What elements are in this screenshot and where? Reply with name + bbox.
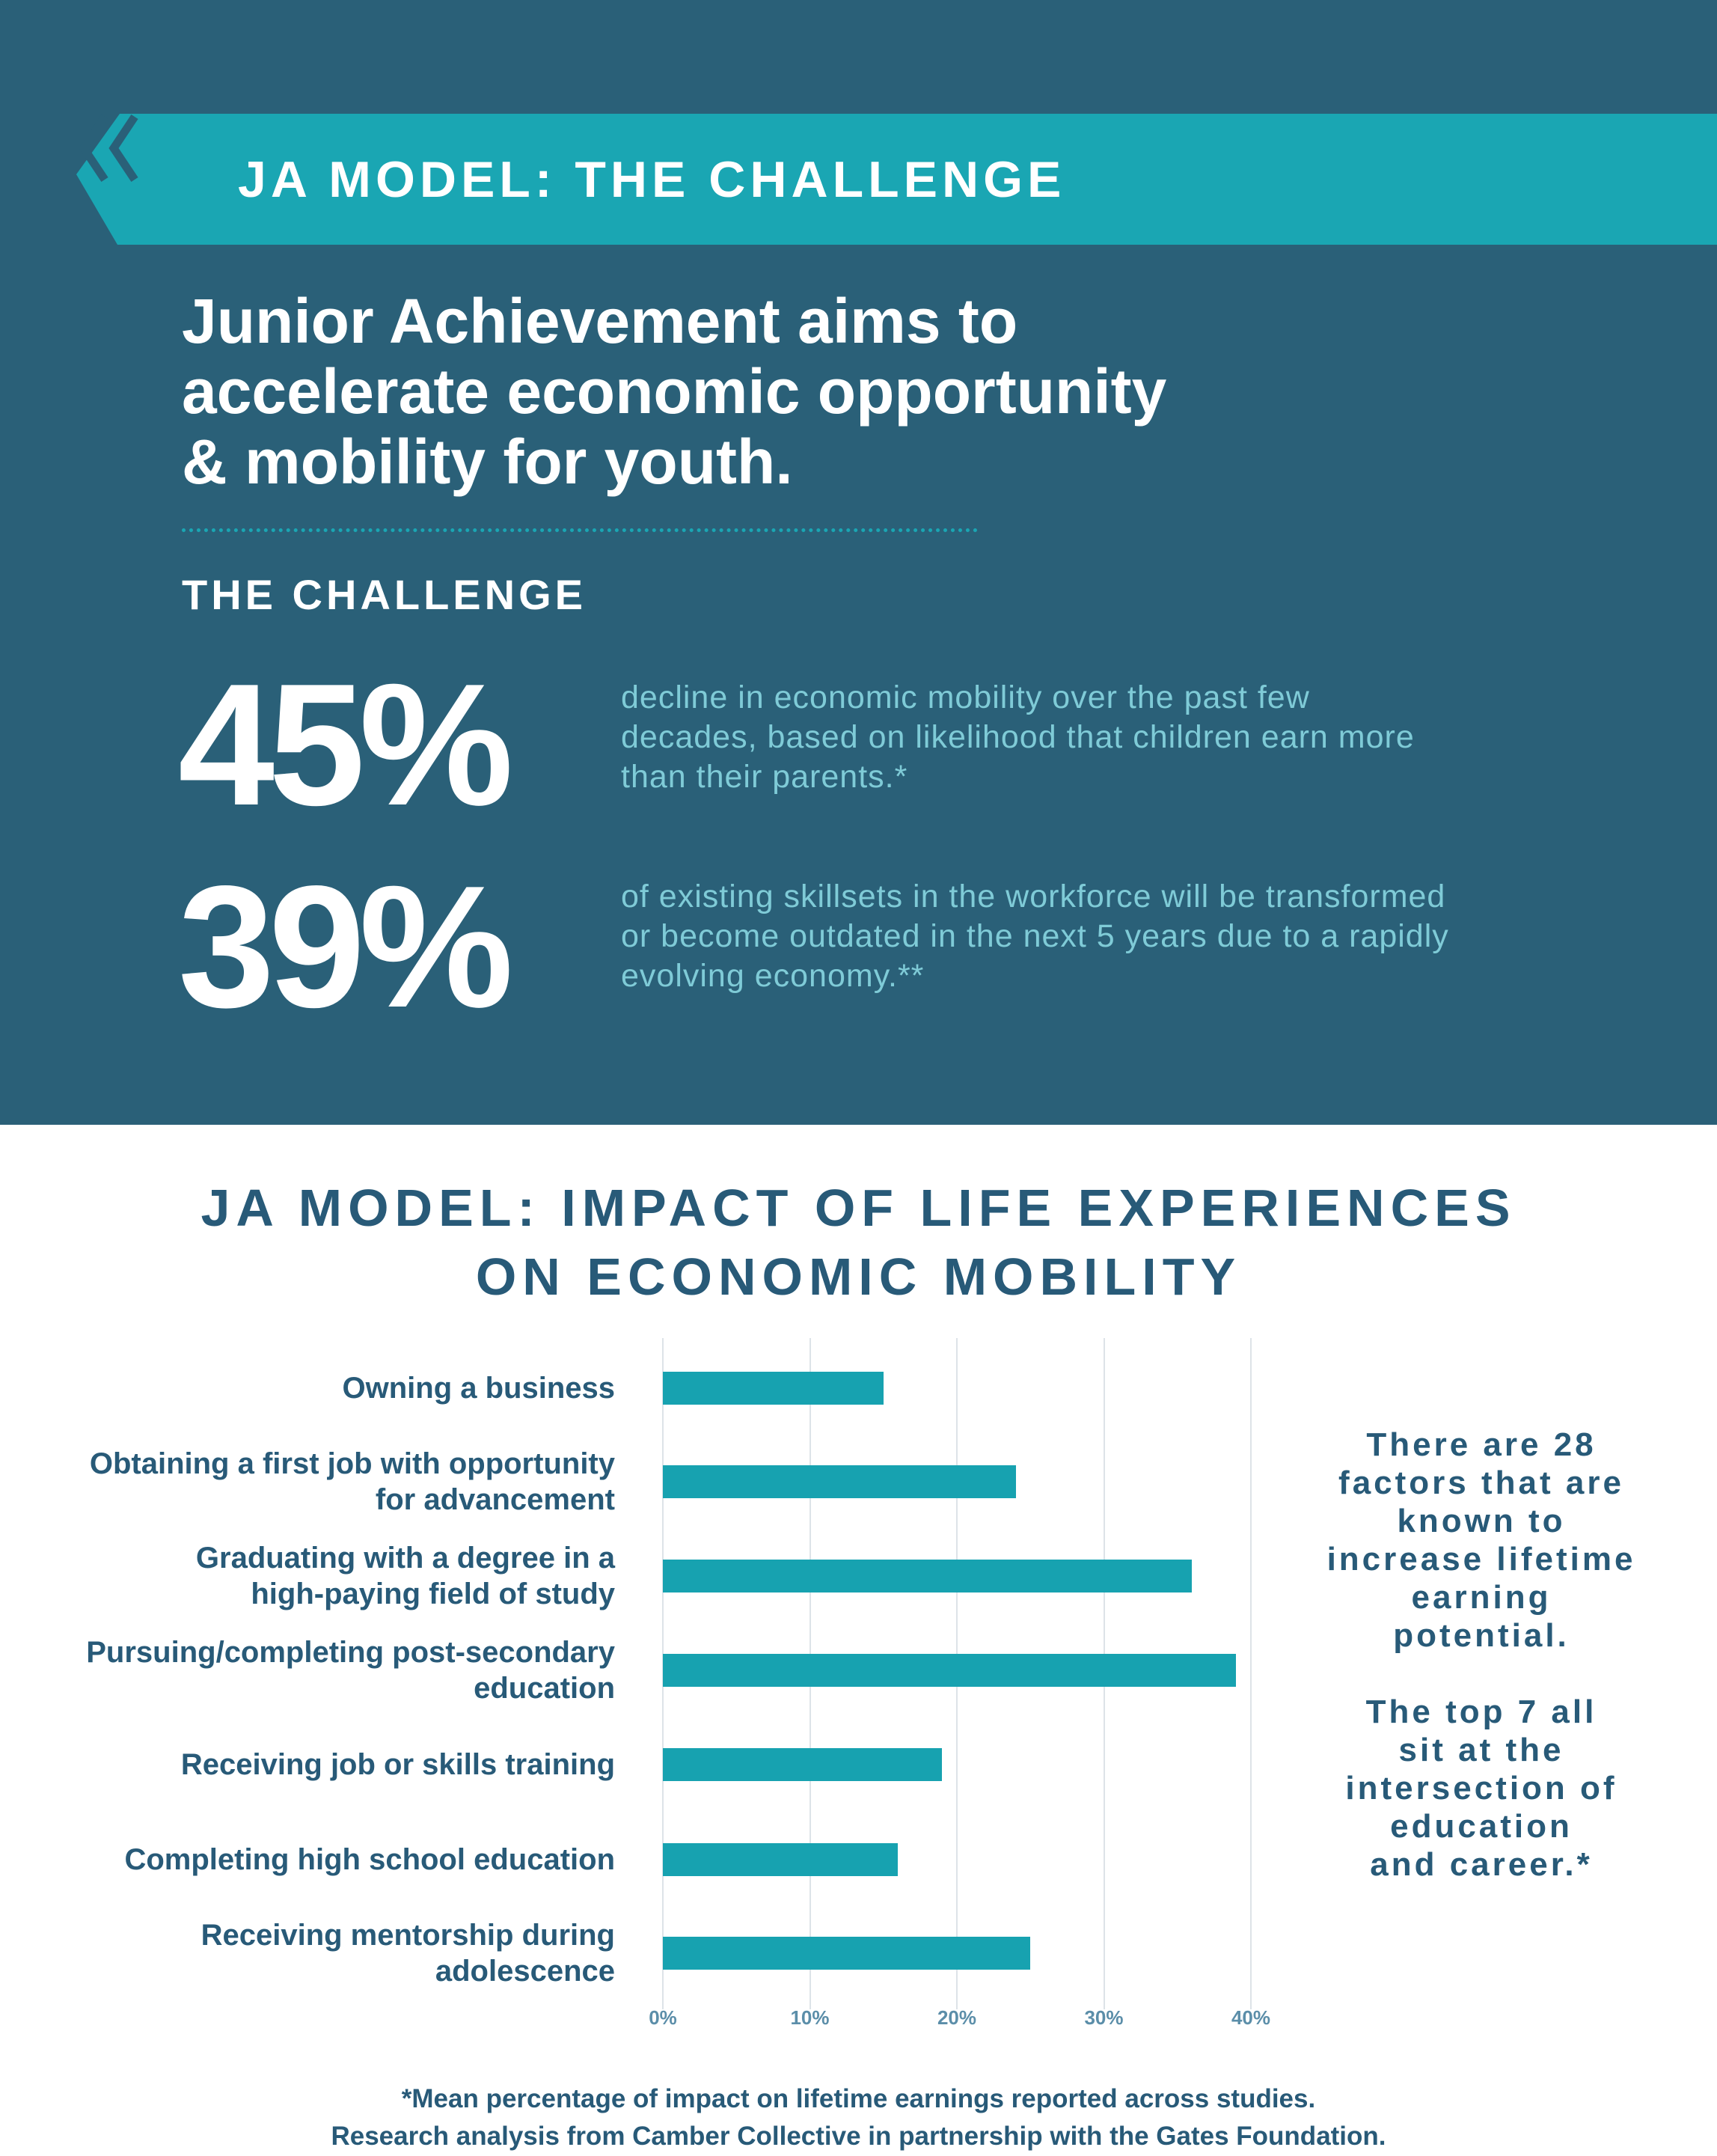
double-chevron-left-icon <box>79 114 138 183</box>
headline-line: accelerate economic opportunity <box>182 356 1167 427</box>
category-label-line: Receiving mentorship during <box>201 1919 615 1952</box>
category-label: Pursuing/completing post-secondary educat… <box>16 1634 615 1706</box>
category-label-line: education <box>474 1672 615 1705</box>
side-note-line: increase lifetime <box>1326 1541 1636 1578</box>
side-note-line: factors that are <box>1338 1465 1624 1501</box>
footnote-line: Research analysis from Camber Collective… <box>331 2122 1386 2151</box>
x-tick-label: 30% <box>1084 2006 1124 2029</box>
bar-chart: 0% 10% 20% 30% 40% Owning a business Obtaining… <box>0 1332 1717 2050</box>
side-note-line: education <box>1390 1808 1573 1845</box>
category-label: Receiving job or skills training <box>16 1747 615 1783</box>
side-note-line: There are 28 <box>1366 1426 1597 1463</box>
stat-description-line: evolving economy.** <box>621 958 925 994</box>
footnote-line: *Mean percentage of impact on lifetime e… <box>401 2084 1316 2113</box>
footnote: *Mean percentage of impact on lifetime e… <box>0 2080 1717 2155</box>
category-label-line: Completing high school education <box>124 1843 615 1876</box>
side-note-line: sit at the <box>1398 1732 1564 1768</box>
category-label-line: Graduating with a degree in a <box>195 1542 615 1575</box>
stat-description-line: than their parents.* <box>621 759 908 795</box>
x-tick-label: 40% <box>1231 2006 1271 2029</box>
chart-title-line: JA MODEL: IMPACT OF LIFE EXPERIENCES <box>201 1179 1516 1237</box>
stat-description-line: decades, based on likelihood that childr… <box>621 719 1415 755</box>
side-note-line: intersection of <box>1345 1770 1617 1807</box>
bar <box>663 1748 943 1781</box>
category-label: Graduating with a degree in a high-paying… <box>16 1540 615 1612</box>
category-label-line: Pursuing/completing post-secondary <box>86 1636 615 1669</box>
spacer <box>1294 1655 1668 1693</box>
bar <box>663 1937 1031 1970</box>
category-label-line: Owning a business <box>342 1372 615 1405</box>
side-note-line: known to <box>1397 1503 1566 1539</box>
stat-description-line: decline in economic mobility over the pa… <box>621 680 1310 715</box>
bar <box>663 1560 1193 1592</box>
banner-title: JA MODEL: THE CHALLENGE <box>238 151 1066 208</box>
section-label: THE CHALLENGE <box>182 571 587 618</box>
stat-value: 45% <box>178 648 513 842</box>
side-note: There are 28 factors that are known to i… <box>1294 1426 1668 1884</box>
stat-description: decline in economic mobility over the pa… <box>621 678 1594 797</box>
category-label: Owning a business <box>16 1370 615 1406</box>
x-tick-label: 20% <box>937 2006 977 2029</box>
category-label-line: for advancement <box>375 1483 615 1516</box>
bar <box>663 1654 1237 1687</box>
category-label: Obtaining a first job with opportunity fo… <box>16 1446 615 1518</box>
stat-description: of existing skillsets in the workforce w… <box>621 877 1594 996</box>
chart-title-line: ON ECONOMIC MOBILITY <box>475 1248 1242 1306</box>
banner-shape <box>76 114 1717 245</box>
section-banner: JA MODEL: THE CHALLENGE <box>76 114 1717 245</box>
side-note-line: and career.* <box>1370 1846 1593 1883</box>
side-note-line: earning <box>1411 1579 1552 1616</box>
headline-line: Junior Achievement aims to <box>182 286 1018 356</box>
category-label: Completing high school education <box>16 1842 615 1878</box>
category-label-line: Receiving job or skills training <box>180 1748 615 1781</box>
x-tick-label: 0% <box>649 2006 677 2029</box>
bar <box>663 1465 1016 1498</box>
side-note-line: The top 7 all <box>1365 1694 1597 1730</box>
x-tick-label: 10% <box>790 2006 830 2029</box>
chart-title: JA MODEL: IMPACT OF LIFE EXPERIENCES ON … <box>0 1173 1717 1311</box>
stat-description-line: of existing skillsets in the workforce w… <box>621 879 1446 914</box>
category-label-line: high-paying field of study <box>251 1578 615 1610</box>
category-label: Receiving mentorship during adolescence <box>16 1917 615 1989</box>
category-label-line: adolescence <box>435 1955 615 1988</box>
stat-value: 39% <box>178 850 513 1044</box>
side-note-line: potential. <box>1393 1617 1570 1654</box>
stat-description-line: or become outdated in the next 5 years d… <box>621 918 1449 954</box>
dotted-divider <box>182 528 978 532</box>
gridline <box>1250 1338 1252 2009</box>
headline: Junior Achievement aims to accelerate ec… <box>182 286 1454 497</box>
bar <box>663 1843 899 1876</box>
category-label-line: Obtaining a first job with opportunity <box>89 1447 615 1480</box>
bar <box>663 1372 884 1405</box>
headline-line: & mobility for youth. <box>182 427 793 497</box>
challenge-section: JA MODEL: THE CHALLENGE Junior Achieveme… <box>0 0 1717 1125</box>
